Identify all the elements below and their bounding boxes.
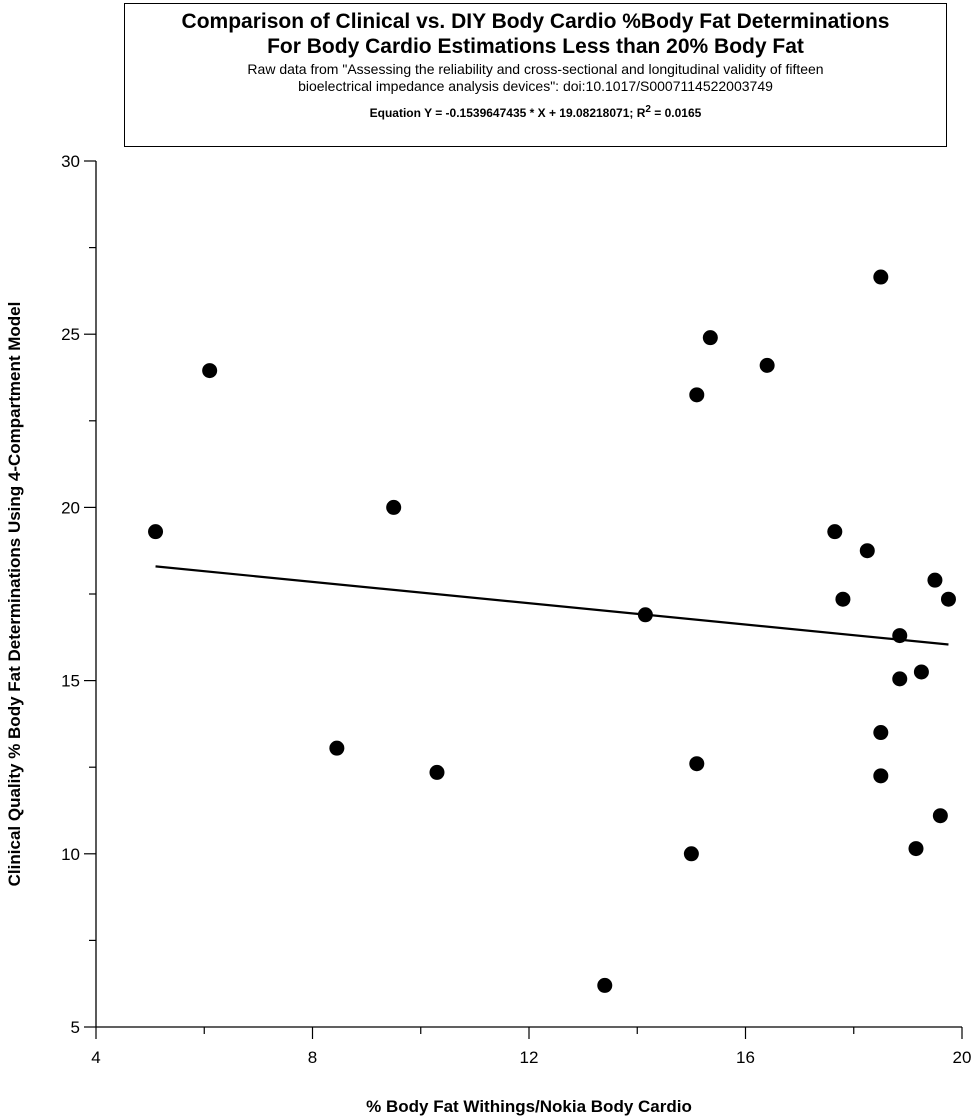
data-point: [759, 357, 775, 373]
chart-subtitle-line2: bioelectrical impedance analysis devices…: [298, 78, 773, 94]
axes: [95, 161, 962, 1028]
data-point: [835, 591, 851, 607]
y-tick-label: 25: [61, 325, 80, 344]
ticks: 5 10 15 20 25 30 4 8 12 16 20: [61, 152, 971, 1067]
data-point: [689, 756, 705, 772]
data-point: [932, 808, 948, 824]
chart-subtitle-line1: Raw data from "Assessing the reliability…: [247, 61, 824, 77]
data-point: [702, 330, 718, 346]
x-axis-title: % Body Fat Withings/Nokia Body Cardio: [366, 1097, 692, 1116]
x-tick-label: 20: [953, 1048, 972, 1067]
equation-main: Equation Y = -0.1539647435 * X + 19.0821…: [369, 106, 646, 120]
data-point: [386, 499, 402, 515]
y-tick-label: 20: [61, 498, 80, 517]
data-point: [892, 671, 908, 687]
chart-title: Comparison of Clinical vs. DIY Body Card…: [181, 10, 890, 33]
data-point: [827, 524, 843, 540]
data-point: [689, 387, 705, 403]
x-tick-label: 8: [308, 1048, 317, 1067]
regression-equation: Equation Y = -0.1539647435 * X + 19.0821…: [125, 102, 946, 121]
data-point: [940, 591, 956, 607]
chart-title-box: Comparison of Clinical vs. DIY Body Card…: [124, 3, 947, 147]
data-point: [597, 977, 613, 993]
x-tick-label: 16: [736, 1048, 755, 1067]
data-point: [913, 664, 929, 680]
equation-r2-value: = 0.0165: [650, 106, 702, 120]
data-point: [429, 764, 445, 780]
y-tick-label: 10: [61, 845, 80, 864]
data-point: [683, 846, 699, 862]
equation-superscript: 2: [645, 104, 651, 115]
data-point: [873, 768, 889, 784]
x-tick-label: 12: [520, 1048, 539, 1067]
regression-line: [155, 565, 949, 646]
data-point: [859, 543, 875, 559]
data-point: [927, 572, 943, 588]
data-point: [148, 524, 164, 540]
data-point: [873, 269, 889, 285]
data-points: [148, 269, 956, 993]
data-point: [329, 740, 345, 756]
x-tick-label: 4: [91, 1048, 100, 1067]
data-point: [637, 607, 653, 623]
data-point: [892, 628, 908, 644]
y-axis-title: Clinical Quality % Body Fat Determinatio…: [5, 302, 24, 887]
data-point: [873, 725, 889, 741]
y-tick-label: 30: [61, 152, 80, 171]
data-point: [202, 363, 218, 379]
y-tick-label: 15: [61, 672, 80, 691]
data-point: [908, 841, 924, 857]
chart-title-line2: For Body Cardio Estimations Less than 20…: [267, 35, 804, 58]
y-tick-label: 5: [71, 1018, 80, 1037]
